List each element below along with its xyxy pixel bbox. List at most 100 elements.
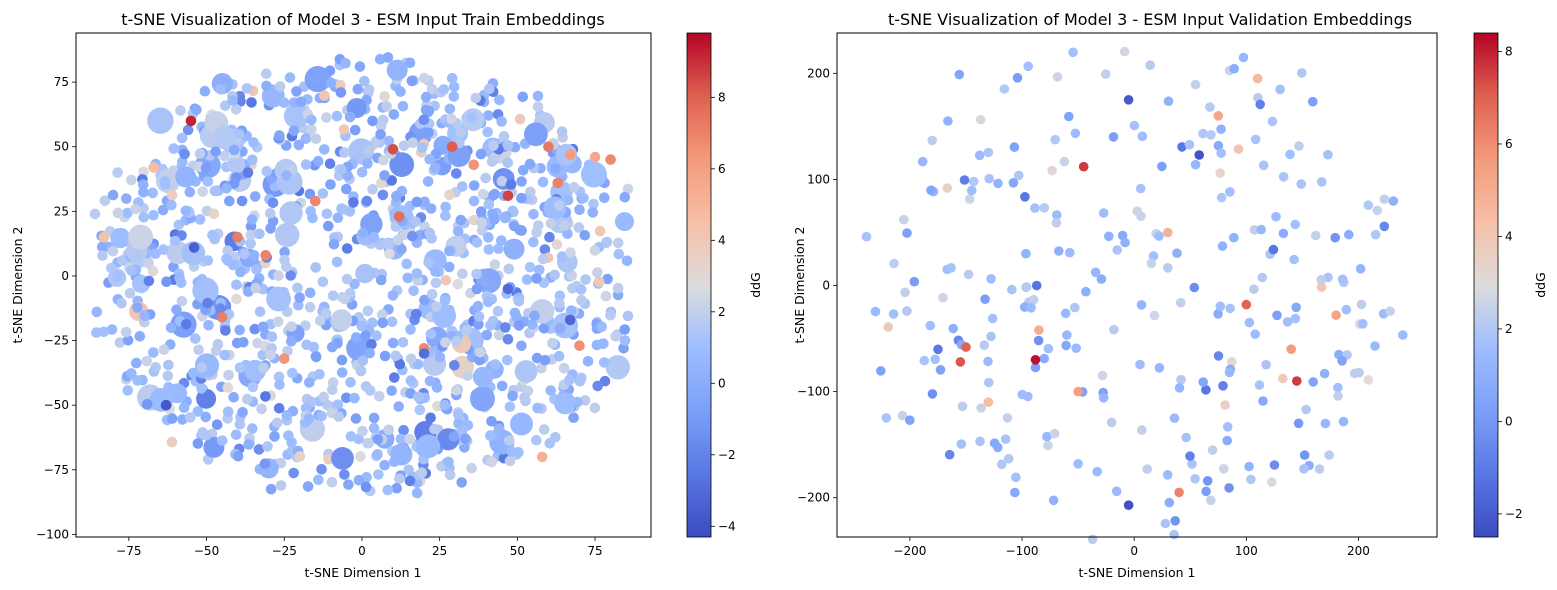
data-point [983, 147, 994, 158]
x-ticks-train: −75 −50 −25 0 25 50 75 [116, 537, 603, 558]
data-point [416, 142, 428, 153]
data-point [430, 266, 441, 277]
data-point [443, 456, 454, 468]
data-point [321, 112, 332, 123]
data-point [264, 208, 276, 219]
data-point [564, 374, 575, 386]
data-point [1227, 357, 1237, 367]
data-point-highlight [961, 342, 971, 352]
data-point [1206, 130, 1216, 140]
data-point [1148, 251, 1159, 261]
data-point [429, 423, 440, 435]
data-point [1333, 382, 1343, 393]
data-point [202, 255, 214, 266]
data-point [1096, 274, 1107, 284]
colorbar-gradient-train [687, 33, 711, 537]
data-point [470, 389, 482, 400]
data-point [1190, 159, 1201, 170]
data-point [319, 90, 330, 101]
data-point [304, 287, 316, 299]
data-point-highlight [310, 195, 321, 207]
data-point [312, 155, 324, 167]
data-point-highlight [564, 149, 576, 160]
data-point [1043, 440, 1053, 451]
data-point [492, 305, 504, 317]
data-point [888, 309, 899, 319]
data-point [1213, 140, 1224, 151]
data-point [1320, 418, 1331, 429]
data-point [253, 444, 265, 455]
data-point [457, 268, 468, 280]
data-point [1323, 149, 1333, 160]
data-point [256, 403, 267, 415]
data-point [537, 253, 549, 265]
data-point [396, 244, 407, 255]
y-tick-label: −25 [44, 334, 69, 348]
data-point [468, 195, 480, 207]
data-point [411, 268, 423, 279]
data-point-highlight [1073, 386, 1083, 397]
data-point [490, 359, 501, 370]
data-point [474, 355, 485, 366]
data-point [483, 198, 495, 210]
data-point [124, 287, 136, 299]
data-point [357, 425, 368, 437]
data-point [387, 290, 399, 301]
data-point [1108, 132, 1119, 142]
data-point-highlight [589, 151, 601, 163]
data-point [1111, 486, 1122, 497]
data-point [374, 391, 385, 402]
data-point [1316, 282, 1327, 293]
data-point [452, 278, 464, 290]
data-point [319, 144, 330, 155]
data-point [504, 401, 516, 413]
data-point [430, 277, 442, 289]
data-point [190, 333, 201, 344]
data-point [612, 282, 624, 294]
data-point [507, 390, 518, 402]
data-point [472, 300, 484, 312]
data-point [247, 423, 258, 434]
data-point [575, 284, 587, 295]
data-point [1282, 317, 1293, 327]
data-point [305, 124, 317, 135]
data-point [475, 148, 487, 160]
data-point [476, 225, 488, 236]
data-point [489, 259, 501, 270]
data-point [382, 484, 394, 496]
data-point [444, 261, 455, 273]
data-point [178, 402, 190, 414]
data-point [274, 130, 285, 141]
data-point [260, 391, 271, 402]
colorbar-tick-label: 4 [718, 233, 726, 247]
data-point [318, 391, 330, 403]
data-point [222, 382, 234, 393]
data-point [1189, 282, 1200, 293]
data-point [989, 438, 1000, 448]
data-point [416, 467, 428, 479]
data-point [261, 68, 272, 79]
data-point [356, 167, 368, 178]
data-point [360, 381, 372, 392]
data-point [1290, 313, 1301, 324]
data-point [493, 243, 504, 254]
data-point [493, 329, 505, 341]
data-point [132, 375, 143, 386]
data-point [336, 354, 348, 366]
data-point [242, 393, 253, 405]
data-point [498, 131, 510, 142]
data-point [248, 137, 259, 148]
data-point [137, 179, 149, 190]
data-point [397, 101, 409, 112]
data-point [386, 316, 398, 328]
data-point [138, 212, 149, 223]
data-point [258, 362, 270, 374]
data-point-highlight [1123, 500, 1134, 511]
data-point [1233, 144, 1244, 154]
data-point [377, 189, 389, 201]
data-point [199, 85, 211, 97]
data-point [1020, 192, 1030, 202]
data-point [1202, 476, 1213, 486]
data-point [336, 367, 348, 378]
data-point [557, 154, 568, 165]
